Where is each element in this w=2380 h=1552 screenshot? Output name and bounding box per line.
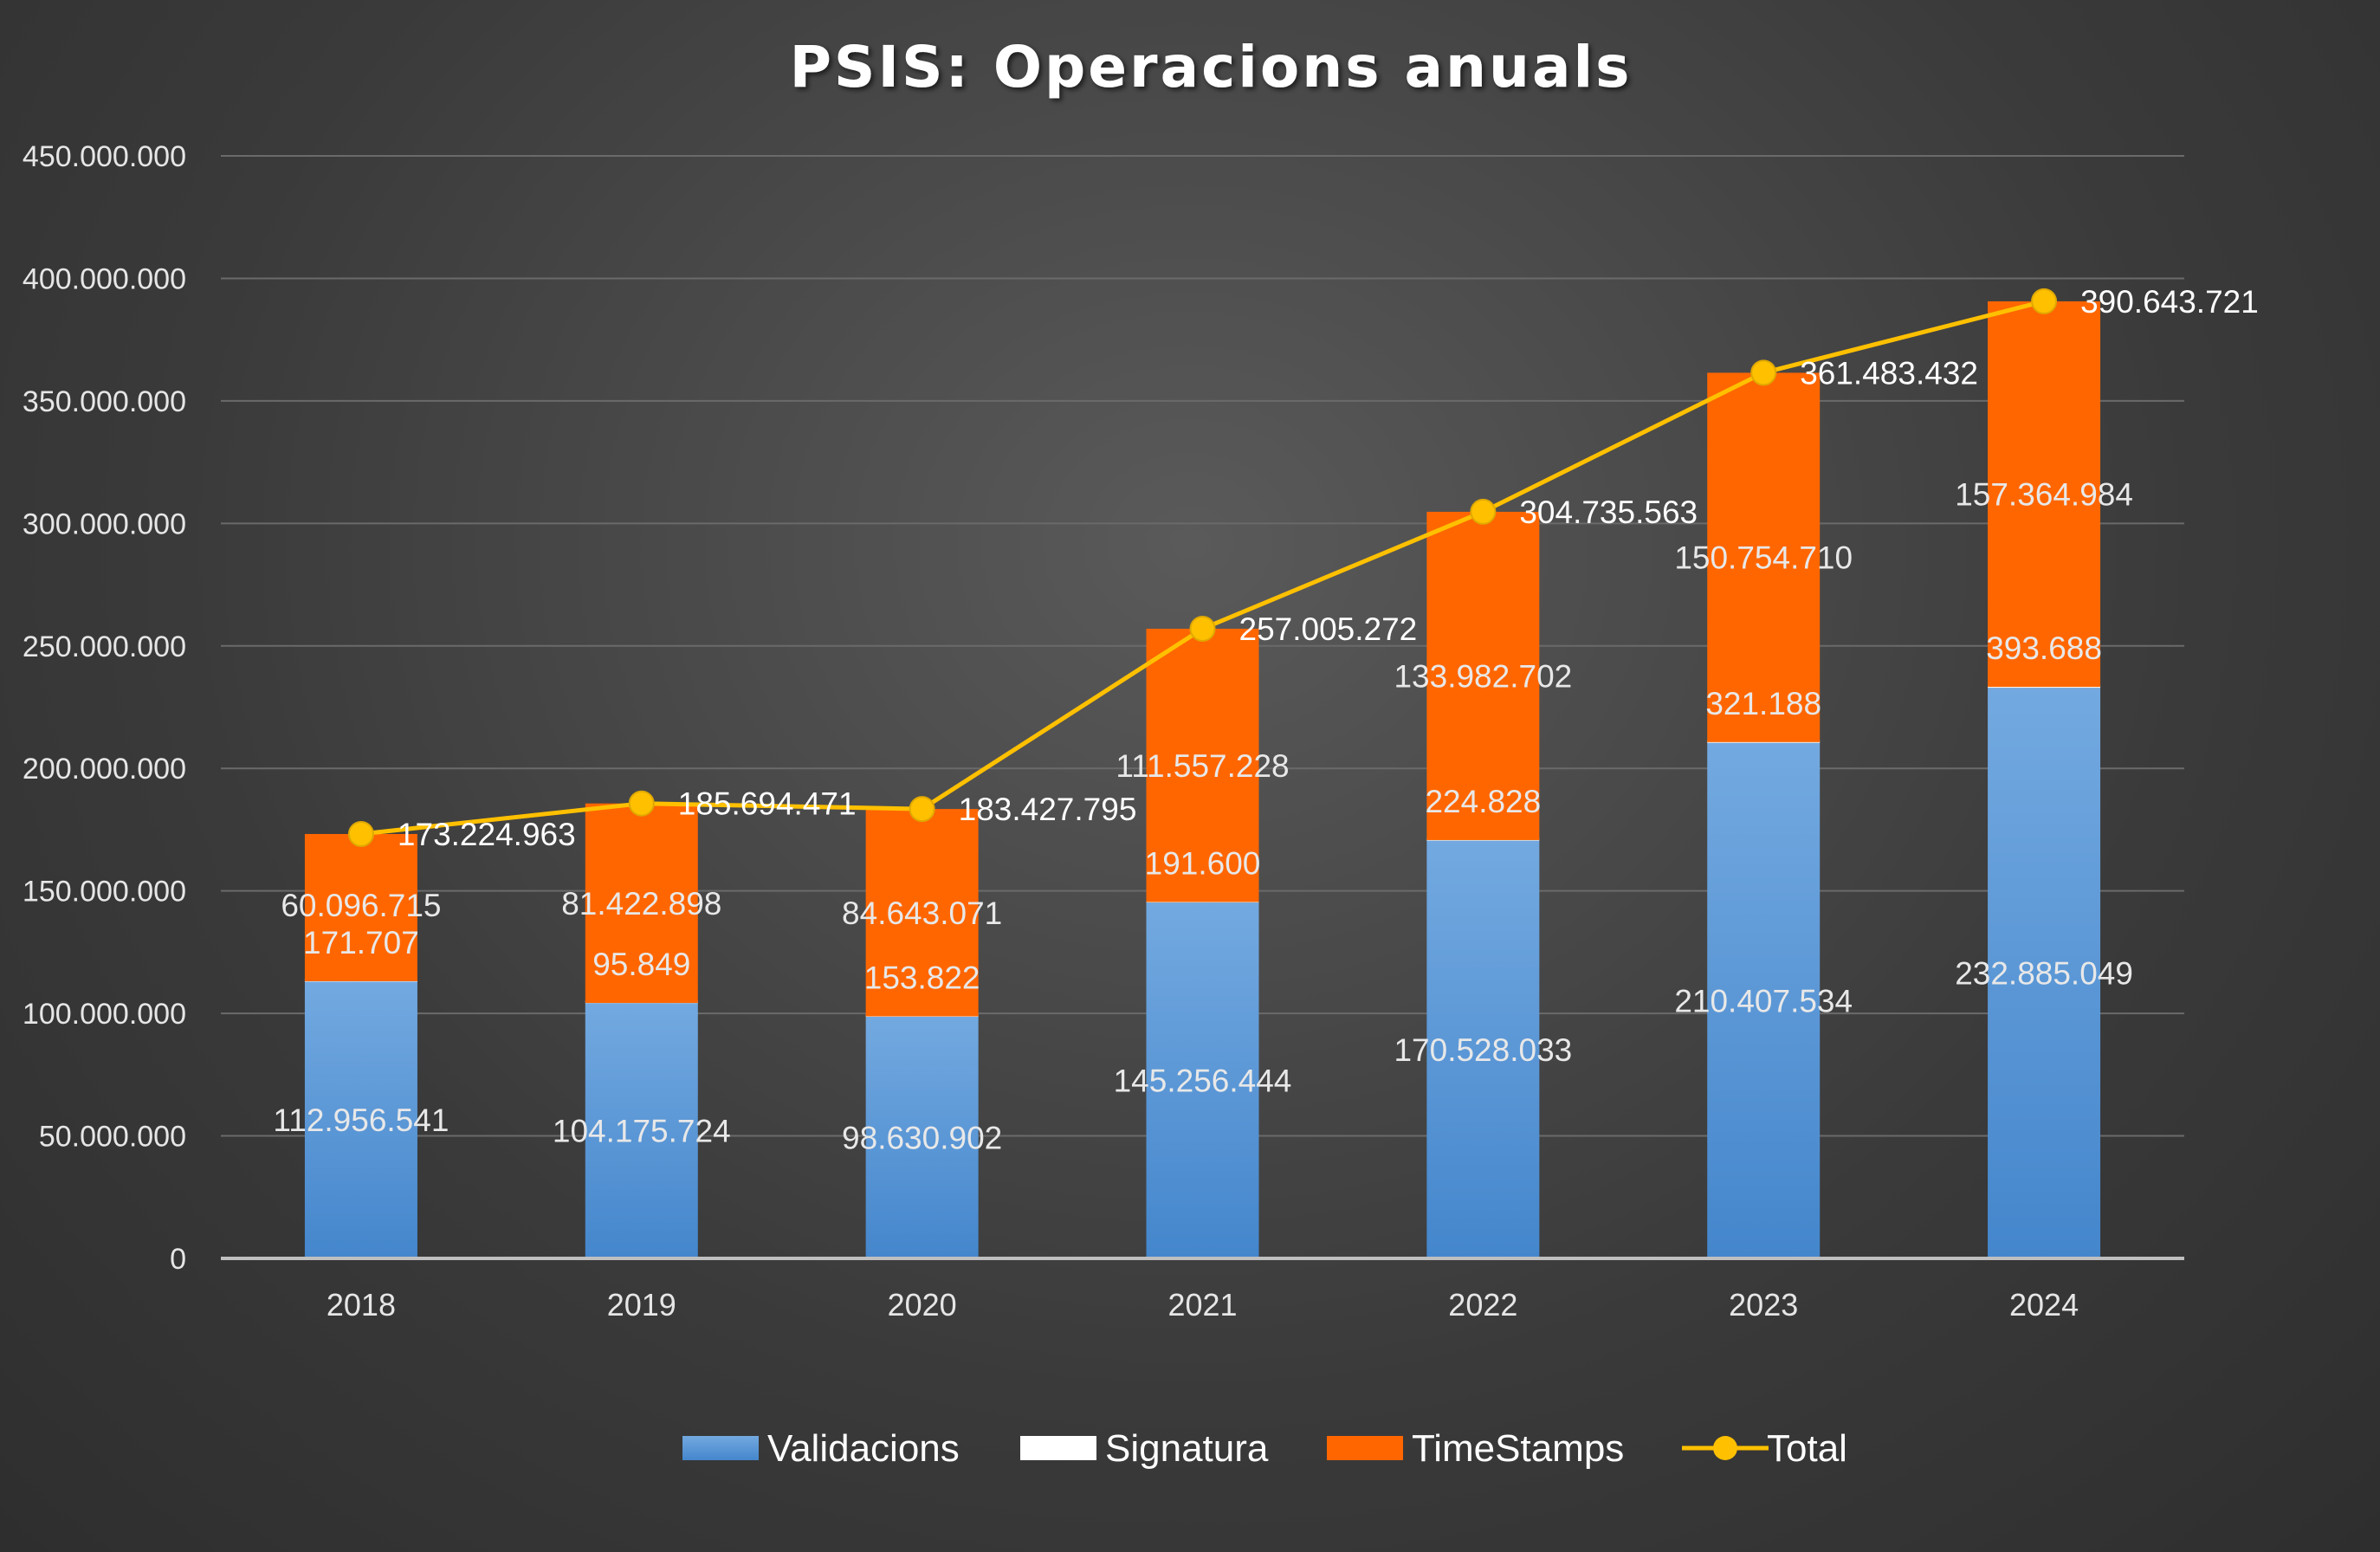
total-line: 173.224.963 185.694.471 183.427.795 257.005… (347, 284, 2259, 852)
legend-swatch-timestamps (1327, 1436, 1403, 1460)
total-point-2019 (628, 790, 655, 817)
legend: Validacions Signatura TimeStamps Total (682, 1427, 1847, 1470)
x-tick-label: 2021 (1167, 1287, 1237, 1322)
total-point-2023 (1750, 359, 1777, 386)
data-label-total: 390.643.721 (2080, 284, 2259, 320)
data-label-signatura: 224.828 (1425, 784, 1541, 819)
bar-validacions-2023 (1707, 742, 1821, 1258)
y-tick-label: 100.000.000 (23, 998, 186, 1031)
x-tick-label: 2020 (888, 1287, 957, 1322)
y-tick-label: 300.000.000 (23, 508, 186, 540)
data-label-signatura: 171.707 (303, 925, 419, 960)
total-point-2021 (1189, 615, 1216, 642)
x-tick-label: 2024 (2009, 1287, 2079, 1322)
y-tick-label: 50.000.000 (39, 1121, 186, 1154)
data-label-validacions: 145.256.444 (1114, 1064, 1292, 1099)
total-point-2018 (347, 820, 374, 847)
legend-marker-total (1713, 1436, 1737, 1460)
y-axis-ticks: 0 50.000.000 100.000.000 150.000.000 200.000… (23, 140, 186, 1276)
x-tick-label: 2019 (607, 1287, 676, 1322)
data-label-total: 304.735.563 (1519, 495, 1698, 530)
bar-validacions-2024 (1988, 688, 2101, 1258)
bar-timestamps-2018 (304, 833, 417, 981)
x-tick-label: 2023 (1729, 1287, 1798, 1322)
legend-swatch-validacions (682, 1436, 759, 1460)
data-label-timestamps: 111.557.228 (1116, 748, 1289, 784)
bar-timestamps-2022 (1426, 511, 1540, 840)
data-label-timestamps: 81.422.898 (561, 886, 721, 922)
bar-timestamps-2024 (1988, 301, 2101, 688)
y-tick-label: 250.000.000 (23, 630, 186, 663)
data-label-validacions: 170.528.033 (1394, 1032, 1572, 1068)
data-label-validacions: 112.956.541 (273, 1103, 449, 1138)
bar-validacions-2018 (304, 981, 417, 1258)
bar-timestamps-2021 (1146, 628, 1259, 902)
data-label-signatura: 153.822 (864, 960, 980, 996)
legend-label-total: Total (1767, 1427, 1847, 1470)
chart-title: PSIS: Operacions anuals (790, 34, 1633, 100)
legend-label-signatura: Signatura (1105, 1427, 1269, 1470)
x-axis-ticks: 2018 2019 2020 2021 2022 2023 2024 (327, 1287, 2079, 1322)
total-point-2022 (1470, 498, 1497, 525)
data-label-total: 183.427.795 (959, 792, 1137, 827)
total-point-2020 (909, 796, 935, 823)
y-tick-label: 350.000.000 (23, 385, 186, 418)
data-label-validacions: 104.175.724 (553, 1114, 731, 1149)
data-label-timestamps: 60.096.715 (281, 888, 441, 923)
data-label-timestamps: 150.754.710 (1674, 540, 1853, 576)
y-tick-label: 0 (170, 1243, 186, 1276)
data-label-signatura: 393.688 (1986, 630, 2102, 666)
y-tick-label: 450.000.000 (23, 140, 186, 173)
data-label-signatura: 95.849 (592, 947, 690, 982)
legend-swatch-signatura (1020, 1436, 1096, 1460)
data-label-signatura: 191.600 (1145, 846, 1261, 882)
bar-validacions-2021 (1146, 902, 1259, 1258)
y-tick-label: 150.000.000 (23, 876, 186, 909)
bar-timestamps-2019 (585, 803, 698, 1004)
data-label-total: 361.483.432 (1800, 355, 1978, 391)
data-label-timestamps: 157.364.984 (1955, 476, 2133, 512)
data-label-total: 185.694.471 (678, 786, 857, 822)
x-tick-label: 2022 (1448, 1287, 1517, 1322)
data-label-total: 257.005.272 (1239, 611, 1418, 647)
bar-timestamps-2023 (1707, 372, 1821, 742)
data-label-validacions: 98.630.902 (842, 1120, 1002, 1155)
data-label-validacions: 210.407.534 (1674, 983, 1853, 1018)
data-label-signatura: 321.188 (1705, 686, 1821, 721)
bars (304, 301, 2101, 1258)
y-tick-label: 400.000.000 (23, 262, 186, 295)
bar-timestamps-2020 (865, 809, 979, 1017)
legend-label-validacions: Validacions (767, 1427, 960, 1470)
data-label-validacions: 232.885.049 (1955, 956, 2133, 992)
data-label-total: 173.224.963 (398, 817, 576, 852)
bar-validacions-2019 (585, 1003, 698, 1258)
bar-validacions-2022 (1426, 840, 1540, 1258)
data-label-timestamps: 133.982.702 (1394, 658, 1572, 694)
total-point-2024 (2031, 288, 2058, 314)
bar-validacions-2020 (865, 1016, 979, 1258)
legend-label-timestamps: TimeStamps (1412, 1427, 1624, 1470)
x-tick-label: 2018 (327, 1287, 396, 1322)
y-tick-label: 200.000.000 (23, 753, 186, 786)
data-label-timestamps: 84.643.071 (842, 896, 1002, 931)
